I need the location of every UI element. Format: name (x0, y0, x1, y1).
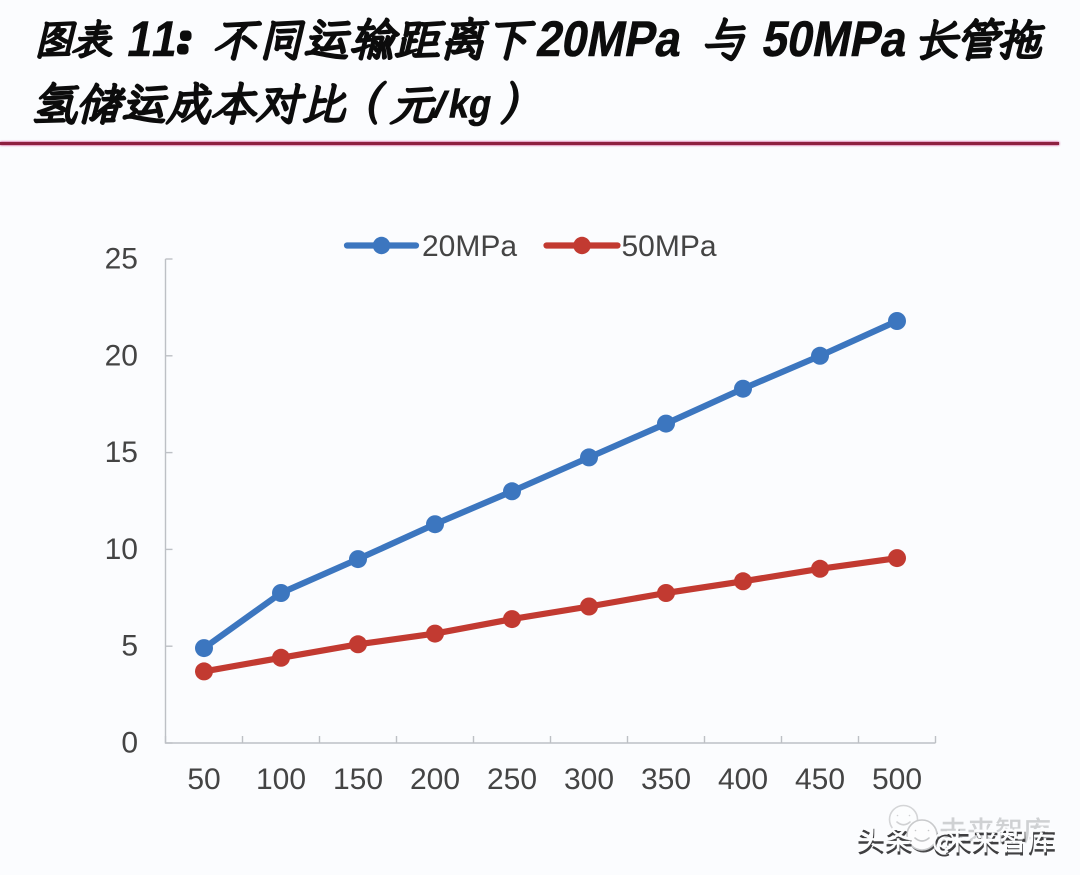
svg-text:450: 450 (795, 763, 845, 796)
svg-text:50: 50 (187, 763, 220, 796)
svg-text:0: 0 (121, 727, 138, 760)
svg-text:20MPa: 20MPa (422, 230, 517, 263)
svg-text:5: 5 (121, 630, 138, 663)
svg-text:250: 250 (487, 763, 537, 796)
svg-text:200: 200 (410, 763, 460, 796)
svg-text:150: 150 (333, 763, 383, 796)
svg-text:10: 10 (105, 533, 138, 566)
svg-text:20: 20 (105, 339, 138, 372)
svg-text:15: 15 (105, 436, 138, 469)
svg-text:25: 25 (105, 243, 138, 276)
svg-text:100: 100 (256, 763, 306, 796)
svg-text:300: 300 (564, 763, 614, 796)
svg-text:350: 350 (641, 763, 691, 796)
svg-text:400: 400 (718, 763, 768, 796)
svg-text:50MPa: 50MPa (622, 230, 717, 263)
svg-text:500: 500 (872, 763, 922, 796)
